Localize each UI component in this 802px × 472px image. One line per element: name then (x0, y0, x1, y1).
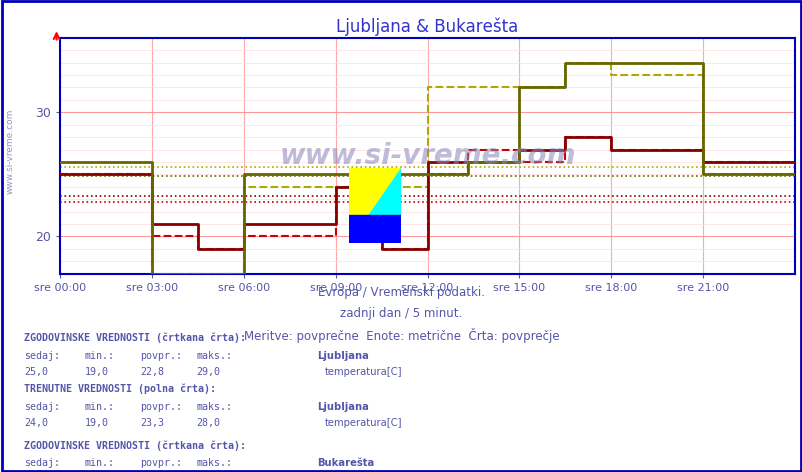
Text: www.si-vreme.com: www.si-vreme.com (279, 142, 575, 170)
Text: povpr.:: povpr.: (140, 351, 182, 361)
Text: www.si-vreme.com: www.si-vreme.com (6, 109, 15, 194)
Text: ZGODOVINSKE VREDNOSTI (črtkana črta):: ZGODOVINSKE VREDNOSTI (črtkana črta): (24, 333, 245, 343)
Text: povpr.:: povpr.: (140, 402, 182, 412)
Text: Ljubljana: Ljubljana (317, 351, 369, 361)
Text: maks.:: maks.: (196, 402, 233, 412)
Text: maks.:: maks.: (196, 458, 233, 468)
Text: 28,0: 28,0 (196, 418, 221, 428)
Text: 24,0: 24,0 (24, 418, 48, 428)
Text: Bukarеšta: Bukarеšta (317, 458, 374, 468)
Text: Evropa / Vremenski podatki.: Evropa / Vremenski podatki. (318, 286, 484, 299)
Text: temperatura[C]: temperatura[C] (325, 418, 403, 428)
Text: min.:: min.: (84, 351, 114, 361)
Text: ZGODOVINSKE VREDNOSTI (črtkana črta):: ZGODOVINSKE VREDNOSTI (črtkana črta): (24, 440, 245, 451)
Polygon shape (349, 168, 401, 243)
Polygon shape (349, 168, 401, 243)
Text: 25,0: 25,0 (24, 367, 48, 377)
Text: 19,0: 19,0 (84, 367, 108, 377)
Title: Ljubljana & Bukarеšta: Ljubljana & Bukarеšta (336, 18, 518, 36)
Text: Meritve: povprečne  Enote: metrične  Črta: povprečje: Meritve: povprečne Enote: metrične Črta:… (243, 328, 559, 343)
Text: 22,8: 22,8 (140, 367, 164, 377)
Text: TRENUTNE VREDNOSTI (polna črta):: TRENUTNE VREDNOSTI (polna črta): (24, 384, 216, 394)
Text: sedaj:: sedaj: (24, 351, 60, 361)
Text: min.:: min.: (84, 458, 114, 468)
Text: 23,3: 23,3 (140, 418, 164, 428)
Text: zadnji dan / 5 minut.: zadnji dan / 5 minut. (340, 307, 462, 320)
Text: povpr.:: povpr.: (140, 458, 182, 468)
Bar (349, 215, 401, 243)
Text: sedaj:: sedaj: (24, 458, 60, 468)
Text: Ljubljana: Ljubljana (317, 402, 369, 412)
Text: temperatura[C]: temperatura[C] (325, 367, 403, 377)
Text: maks.:: maks.: (196, 351, 233, 361)
Text: 19,0: 19,0 (84, 418, 108, 428)
Text: min.:: min.: (84, 402, 114, 412)
Text: 29,0: 29,0 (196, 367, 221, 377)
Text: sedaj:: sedaj: (24, 402, 60, 412)
